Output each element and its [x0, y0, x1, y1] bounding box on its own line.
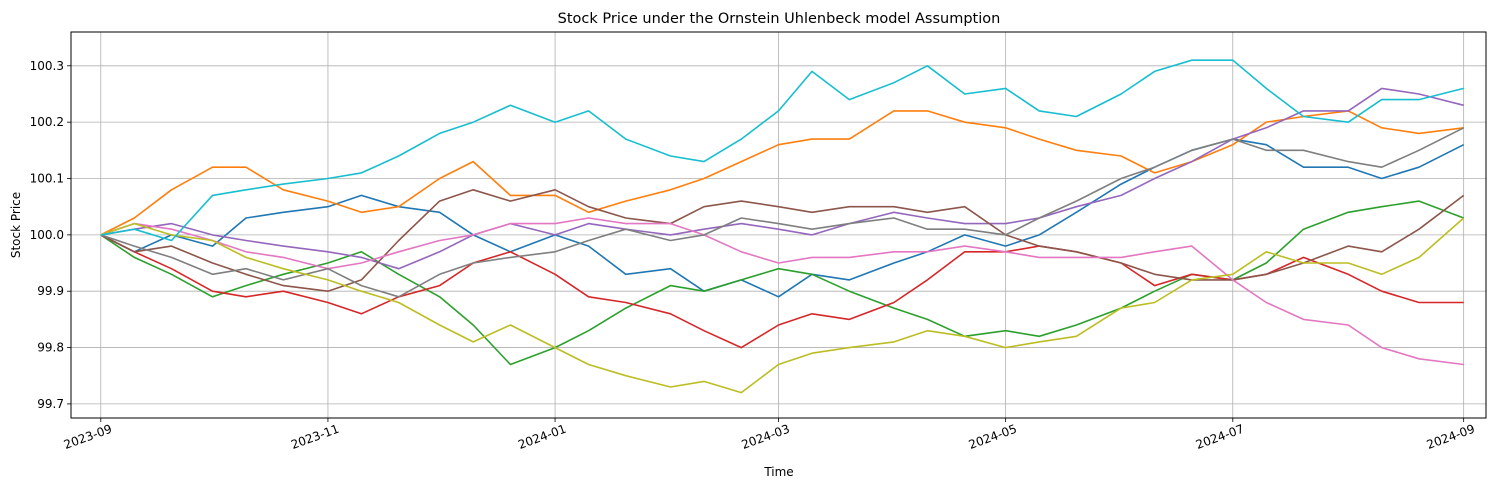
series-line [100, 127, 1465, 298]
series-line [100, 110, 1464, 236]
series-line [100, 217, 1465, 394]
series-line [100, 59, 1464, 242]
chart-title: Stock Price under the Ornstein Uhlenbeck… [558, 11, 1001, 27]
y-tick-label: 100.2 [30, 115, 64, 129]
y-axis-title: Stock Price [9, 192, 23, 258]
y-tick-label: 100.0 [30, 228, 64, 242]
y-tick-label: 100.1 [30, 172, 64, 186]
series-lines [100, 59, 1465, 394]
y-tick-label: 99.7 [37, 397, 64, 411]
y-tick-label: 99.9 [37, 284, 64, 298]
y-tick-label: 100.3 [30, 59, 64, 73]
y-axis-ticks: 99.7 99.8 99.9 100.0 100.1 100.2 100.3 [30, 59, 71, 411]
y-tick-label: 99.8 [37, 341, 64, 355]
x-axis-title: Time [763, 465, 793, 479]
